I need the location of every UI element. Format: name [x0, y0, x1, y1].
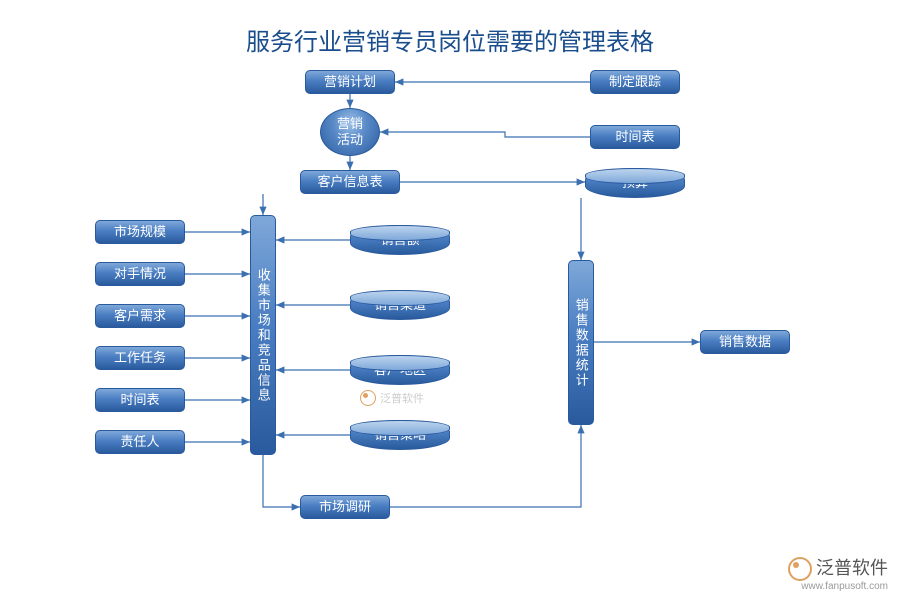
- node-n12: 责任人: [95, 430, 185, 454]
- node-n17: 销售策略: [350, 420, 450, 450]
- node-n20: 市场调研: [300, 495, 390, 519]
- node-n14: 销售额: [350, 225, 450, 255]
- node-n16: 客户地区: [350, 355, 450, 385]
- node-n8: 对手情况: [95, 262, 185, 286]
- node-n4: 时间表: [590, 125, 680, 149]
- diagram-title: 服务行业营销专员岗位需要的管理表格: [0, 22, 900, 57]
- node-n18: 销售数据统计: [568, 260, 594, 425]
- node-n9: 客户需求: [95, 304, 185, 328]
- edge-n13-n20: [263, 455, 300, 507]
- node-n1: 营销计划: [305, 70, 395, 94]
- edge-n4-n3: [380, 132, 590, 137]
- node-n15: 销售渠道: [350, 290, 450, 320]
- node-n6: 预算: [585, 168, 685, 198]
- node-n7: 市场规模: [95, 220, 185, 244]
- node-n5: 客户信息表: [300, 170, 400, 194]
- brand-footer: 泛普软件 www.fanpusoft.com: [788, 554, 888, 592]
- node-n19: 销售数据: [700, 330, 790, 354]
- node-n10: 工作任务: [95, 346, 185, 370]
- edges-layer: [0, 0, 900, 600]
- node-n2: 制定跟踪: [590, 70, 680, 94]
- watermark: 泛普软件: [360, 390, 424, 406]
- node-n13: 收集市场和竞品信息: [250, 215, 276, 455]
- node-n11: 时间表: [95, 388, 185, 412]
- node-n3: 营销活动: [320, 108, 380, 156]
